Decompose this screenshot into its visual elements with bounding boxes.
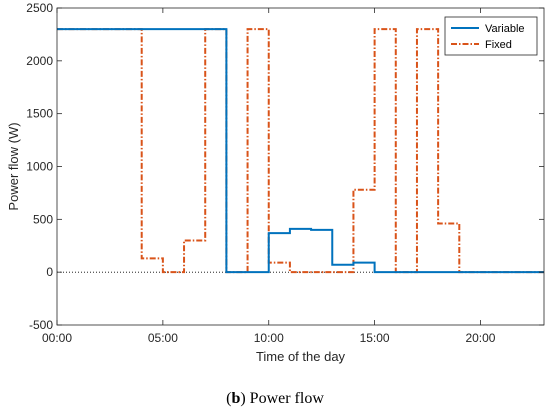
x-tick-label: 15:00 <box>360 331 390 345</box>
series-line-variable <box>57 28 544 274</box>
y-tick-label: 2000 <box>26 54 53 68</box>
power-flow-chart: 00:00 05:00 10:00 15:00 20:00 -500 0 500 1000 150… <box>6 1 545 364</box>
legend-label-variable: Variable <box>485 23 525 35</box>
series-layer <box>57 28 544 274</box>
caption-label: b <box>231 390 241 407</box>
legend-box <box>444 16 538 56</box>
caption-text: Power flow <box>249 390 324 407</box>
y-tick-label: 1500 <box>26 107 53 121</box>
plot-background <box>57 8 544 325</box>
x-tick-label: 05:00 <box>148 331 178 345</box>
figure-caption: (b) Power flow <box>226 390 324 407</box>
legend: Variable Fixed <box>444 16 538 56</box>
x-tick-label: 20:00 <box>465 331 495 345</box>
y-tick-label: 0 <box>46 265 53 279</box>
x-axis-label: Time of the day <box>256 349 346 364</box>
legend-label-fixed: Fixed <box>485 39 512 51</box>
x-tick-label: 00:00 <box>42 331 72 345</box>
y-tick-label: -500 <box>29 318 53 332</box>
x-tick-label: 10:00 <box>254 331 284 345</box>
tick-labels: 00:00 05:00 10:00 15:00 20:00 -500 0 500 1000 150… <box>26 1 496 345</box>
plot-area <box>57 8 544 325</box>
y-tick-label: 1000 <box>26 160 53 174</box>
y-tick-label: 2500 <box>26 1 53 15</box>
series-line-fixed <box>57 28 544 274</box>
tick-marks <box>56 7 544 326</box>
y-tick-label: 500 <box>33 212 53 226</box>
y-axis-label: Power flow (W) <box>6 122 21 210</box>
